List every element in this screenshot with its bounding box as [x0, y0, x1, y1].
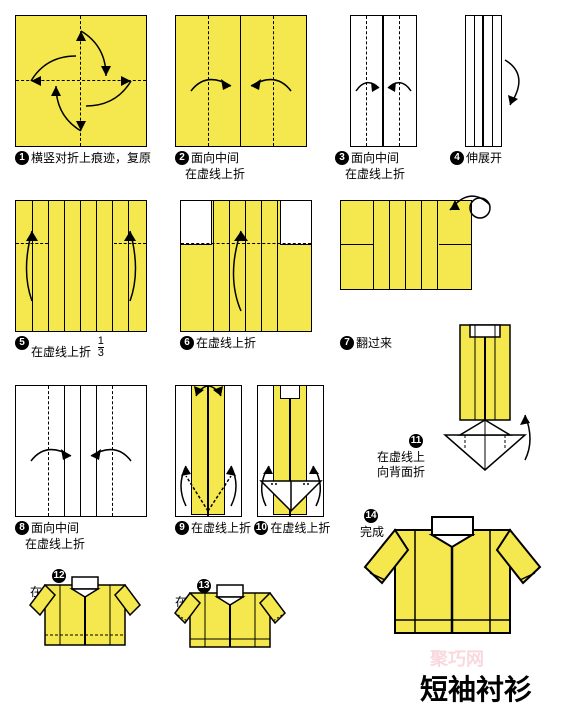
step-6-caption: 6在虚线上折 — [180, 336, 312, 352]
step-11-diagram — [430, 320, 540, 480]
step-3: 3面向中间 在虚线上折 — [335, 15, 417, 182]
step-3-caption: 3面向中间 在虚线上折 — [335, 151, 417, 182]
step-5: 5在虚线上折 13 — [15, 200, 147, 361]
step-8-diagram — [15, 385, 147, 517]
step-2-caption: 2面向中间 在虚线上折 — [175, 151, 307, 182]
step-4-caption: 4伸展开 — [450, 151, 502, 167]
step-10-diagram — [257, 385, 324, 517]
step-5-diagram — [15, 200, 147, 332]
step-1: 1横竖对折上痕迹，复原 — [15, 15, 151, 167]
step-3-diagram — [350, 15, 417, 147]
step-12: 12在虚线上折 — [30, 565, 90, 600]
step-1-caption: 1横竖对折上痕迹，复原 — [15, 151, 151, 167]
title: 短袖衬衫 — [420, 668, 532, 708]
step-2: 2面向中间 在虚线上折 — [175, 15, 307, 182]
step-8-caption: 8面向中间 在虚线上折 — [15, 521, 147, 552]
step-2-diagram — [175, 15, 307, 147]
step-1-diagram — [15, 15, 147, 147]
step-8: 8面向中间 在虚线上折 — [15, 385, 147, 552]
step-4: 4伸展开 — [450, 15, 502, 167]
step-6-diagram — [180, 200, 312, 332]
step-14: 14完成 — [360, 505, 384, 540]
step-14-diagram — [360, 505, 545, 645]
step-9-10: 9在虚线上折 10在虚线上折 — [175, 385, 330, 537]
step-11-caption: 11在虚线上向背面折 — [370, 434, 425, 481]
origami-diagram: 1横竖对折上痕迹，复原 2面向中间 在虚线上折 3面向中间 在虚线上折 4伸展开… — [10, 10, 551, 705]
step-13-diagram — [175, 575, 285, 653]
step-5-caption: 5在虚线上折 13 — [15, 336, 147, 361]
step-6: 6在虚线上折 — [180, 200, 312, 352]
step-9-diagram — [175, 385, 242, 517]
step-4-diagram — [465, 15, 502, 147]
step-12-diagram — [30, 565, 140, 650]
step-13: 13在虚线上折 — [175, 575, 235, 610]
